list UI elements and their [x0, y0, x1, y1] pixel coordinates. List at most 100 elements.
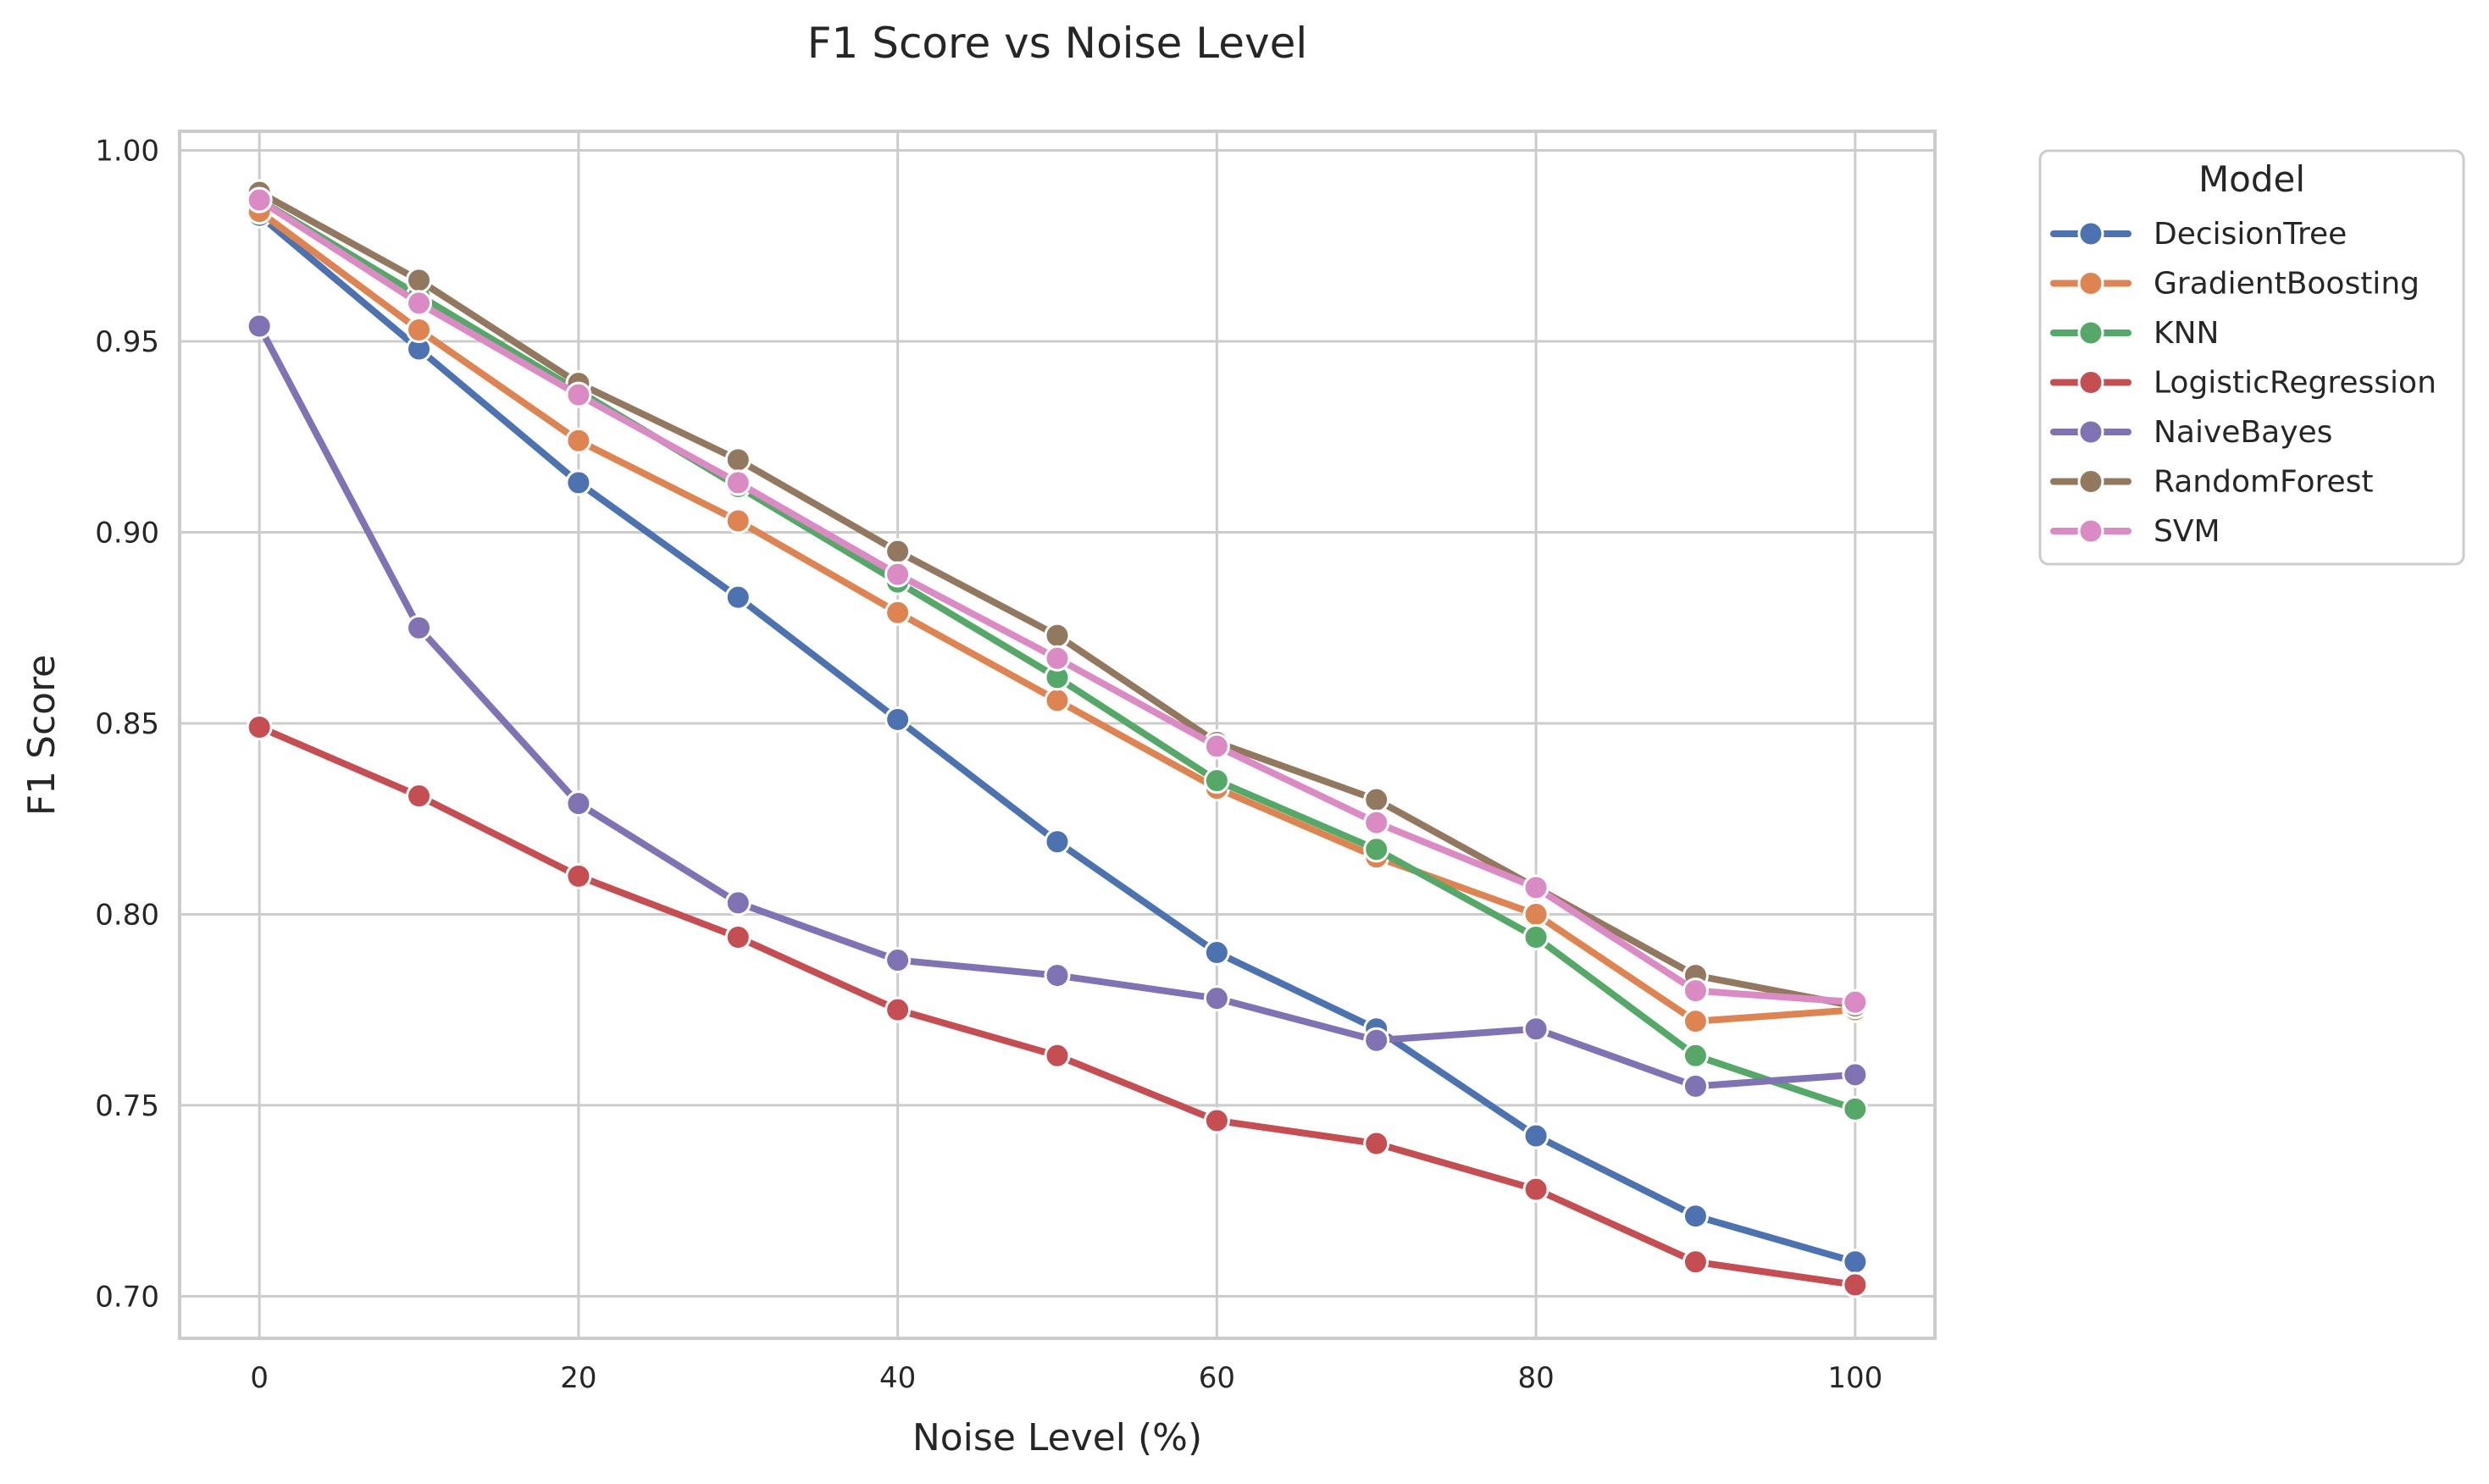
data-point — [1842, 1271, 1869, 1298]
data-point — [1363, 1130, 1390, 1157]
legend-item: RandomForest — [2050, 465, 2374, 500]
y-tick-label: 0.95 — [95, 325, 159, 359]
data-point — [565, 469, 592, 496]
legend-label: NaiveBayes — [2154, 415, 2332, 450]
data-point — [884, 947, 912, 974]
data-point — [724, 889, 751, 916]
data-point — [1363, 836, 1390, 863]
x-tick-label: 0 — [250, 1361, 269, 1395]
data-point — [1522, 1016, 1549, 1043]
legend-marker — [2077, 418, 2104, 446]
data-point — [1363, 809, 1390, 836]
legend-marker — [2077, 468, 2104, 495]
series-SVM — [246, 186, 1869, 1016]
y-tick-label: 0.85 — [95, 707, 159, 741]
y-tick-label: 0.90 — [95, 516, 159, 550]
data-point — [884, 996, 912, 1023]
data-point — [884, 561, 912, 588]
data-point — [1842, 1095, 1869, 1122]
data-point — [565, 381, 592, 408]
legend-item: DecisionTree — [2050, 217, 2347, 252]
data-point — [406, 783, 433, 810]
data-point — [1522, 1176, 1549, 1203]
data-point — [884, 706, 912, 733]
x-tick-label: 20 — [560, 1361, 596, 1395]
legend-label: RandomForest — [2154, 465, 2374, 500]
data-point — [1203, 767, 1230, 795]
chart-title: F1 Score vs Noise Level — [807, 19, 1308, 68]
grid — [180, 131, 1935, 1338]
data-point — [1203, 985, 1230, 1012]
x-tick-label: 40 — [879, 1361, 916, 1395]
data-point — [1044, 828, 1071, 856]
x-axis-label: Noise Level (%) — [912, 1416, 1202, 1459]
series-NaiveBayes — [246, 313, 1869, 1099]
legend-box — [2038, 149, 2465, 566]
series-RandomForest — [246, 179, 1869, 1020]
legend-label: KNN — [2154, 316, 2219, 351]
data-point — [724, 584, 751, 611]
data-point — [1522, 1122, 1549, 1149]
legend: Model DecisionTree GradientBoosting KNN Log… — [2038, 149, 2465, 566]
series-line — [256, 189, 1859, 1010]
data-point — [1522, 874, 1549, 901]
data-point — [1682, 1072, 1709, 1099]
data-point — [246, 313, 273, 340]
y-tick-label: 0.80 — [95, 898, 159, 932]
plot-frame — [178, 130, 1937, 1340]
legend-marker — [2077, 518, 2104, 545]
legend-item: SVM — [2050, 514, 2220, 549]
data-point — [1363, 786, 1390, 813]
data-point — [565, 427, 592, 454]
data-point — [1522, 900, 1549, 928]
series-group — [246, 179, 1869, 1298]
data-point — [1044, 645, 1071, 672]
y-tick-label: 0.75 — [95, 1089, 159, 1123]
data-point — [1682, 1042, 1709, 1069]
data-point — [565, 862, 592, 889]
data-point — [1203, 1107, 1230, 1134]
legend-marker — [2077, 369, 2104, 396]
data-point — [1522, 924, 1549, 951]
legend-label: GradientBoosting — [2154, 267, 2420, 302]
data-point — [1203, 939, 1230, 966]
data-point — [406, 267, 433, 294]
legend-marker — [2077, 270, 2104, 296]
series-line — [256, 723, 1859, 1288]
data-point — [884, 538, 912, 565]
legend-item: KNN — [2050, 316, 2219, 351]
data-point — [1842, 1249, 1869, 1276]
y-tick-labels: 0.70 0.75 0.80 0.85 0.90 0.95 1.00 — [95, 135, 159, 1315]
legend-item: LogisticRegression — [2050, 366, 2436, 401]
y-tick-label: 0.70 — [95, 1280, 159, 1314]
legend-marker — [2077, 220, 2104, 247]
legend-items: DecisionTree GradientBoosting KNN LogisticR… — [2050, 217, 2436, 549]
data-point — [1682, 1008, 1709, 1035]
legend-label: DecisionTree — [2154, 217, 2347, 252]
data-point — [246, 713, 273, 740]
data-point — [1682, 1249, 1709, 1276]
data-point — [1044, 622, 1071, 649]
data-point — [1682, 1203, 1709, 1230]
x-tick-labels: 0 20 40 60 80 100 — [250, 1361, 1882, 1395]
data-point — [724, 507, 751, 534]
data-point — [724, 446, 751, 473]
y-axis-label: F1 Score — [20, 655, 64, 817]
data-point — [1044, 962, 1071, 989]
data-point — [406, 614, 433, 641]
series-DecisionTree — [246, 202, 1869, 1276]
data-point — [1842, 988, 1869, 1016]
data-point — [406, 290, 433, 317]
x-tick-label: 80 — [1517, 1361, 1554, 1395]
x-tick-label: 60 — [1199, 1361, 1235, 1395]
data-point — [406, 316, 433, 343]
data-point — [1842, 1061, 1869, 1088]
legend-marker — [2077, 319, 2104, 346]
series-line — [256, 197, 1859, 1006]
data-point — [565, 790, 592, 817]
data-point — [1044, 687, 1071, 714]
legend-title: Model — [2198, 158, 2305, 200]
legend-label: LogisticRegression — [2154, 366, 2436, 401]
data-point — [1682, 977, 1709, 1005]
